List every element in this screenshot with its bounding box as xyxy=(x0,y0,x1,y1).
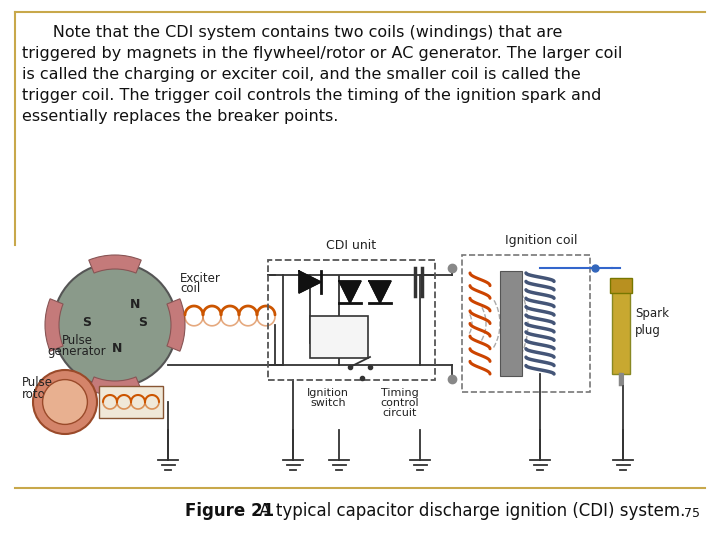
Ellipse shape xyxy=(42,380,87,424)
Bar xyxy=(462,255,590,392)
Bar xyxy=(612,283,630,374)
Text: circuit: circuit xyxy=(383,408,417,418)
Text: Timing: Timing xyxy=(381,388,419,398)
Text: 75: 75 xyxy=(684,507,700,520)
Text: Figure 21: Figure 21 xyxy=(185,502,274,520)
Bar xyxy=(268,260,435,380)
Bar xyxy=(99,386,163,418)
Text: Ignition coil: Ignition coil xyxy=(505,234,577,247)
Text: switch: switch xyxy=(310,398,346,408)
Bar xyxy=(310,316,368,358)
Text: S: S xyxy=(83,316,91,329)
Bar xyxy=(500,271,522,376)
Text: Note that the CDI system contains two coils (windings) that are
triggered by mag: Note that the CDI system contains two co… xyxy=(22,25,622,124)
Wedge shape xyxy=(167,299,185,351)
Wedge shape xyxy=(89,255,141,273)
Text: Pulse: Pulse xyxy=(61,334,92,347)
Text: Spark: Spark xyxy=(635,307,669,320)
Text: N: N xyxy=(112,342,122,355)
Polygon shape xyxy=(299,271,321,293)
Text: Ignition: Ignition xyxy=(307,388,349,398)
Polygon shape xyxy=(369,281,391,303)
Text: control: control xyxy=(381,398,419,408)
Ellipse shape xyxy=(53,263,177,387)
Text: plug: plug xyxy=(635,324,661,337)
Text: rotor: rotor xyxy=(22,388,50,401)
Ellipse shape xyxy=(33,370,97,434)
Wedge shape xyxy=(89,377,141,395)
Text: S: S xyxy=(138,316,148,329)
Polygon shape xyxy=(339,281,361,303)
Text: generator: generator xyxy=(48,345,107,358)
Text: N: N xyxy=(130,299,140,312)
Text: Pulse: Pulse xyxy=(22,375,53,388)
Text: coil: coil xyxy=(180,282,200,295)
Wedge shape xyxy=(45,299,63,351)
Bar xyxy=(610,278,632,293)
Text: A typical capacitor discharge ignition (CDI) system.: A typical capacitor discharge ignition (… xyxy=(254,502,685,520)
Text: CDI unit: CDI unit xyxy=(326,239,377,252)
Text: Exciter: Exciter xyxy=(180,272,221,285)
